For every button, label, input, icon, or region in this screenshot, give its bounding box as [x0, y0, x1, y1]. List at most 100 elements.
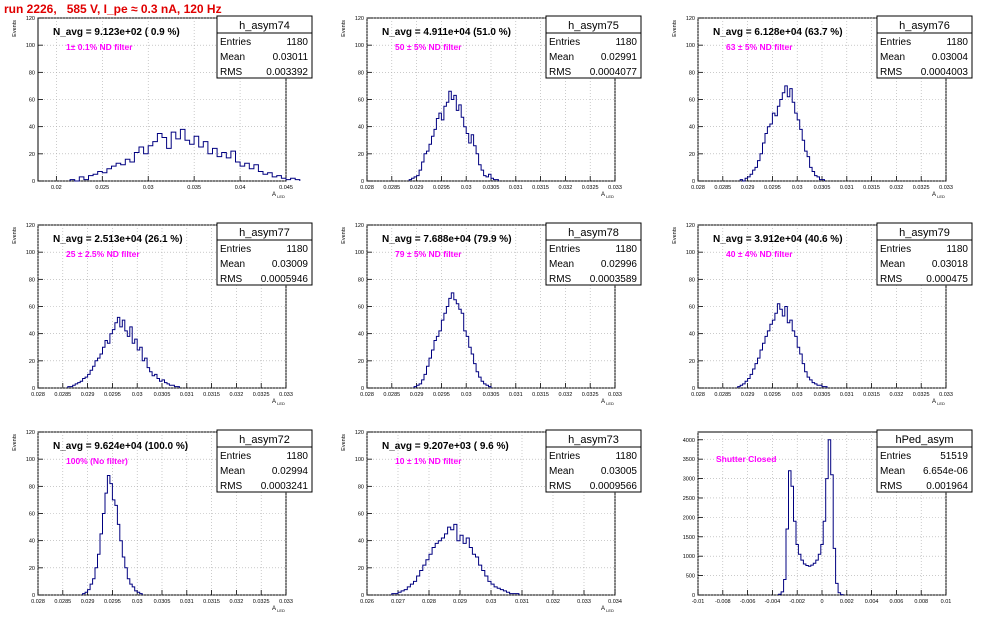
histogram-name: h_asym78: [568, 227, 619, 239]
y-tick-label: 0: [361, 386, 364, 392]
histogram-panel-h-asym78: 0.028 0.0285 0.029 0.0295 0.03 0.0305 0.031 0.0…: [341, 222, 642, 406]
x-tick-label: 0.03: [143, 185, 154, 191]
x-tick-label: 0.02: [51, 185, 62, 191]
x-tick-label: 0.0285: [714, 185, 731, 191]
navg-label: N_avg = 6.128e+04 (63.7 %): [713, 27, 843, 38]
x-tick-label: -0.006: [740, 599, 756, 605]
stats-value: 0.03004: [932, 52, 969, 63]
stats-value: 0.03005: [601, 466, 638, 477]
y-tick-label: 0: [692, 179, 695, 185]
stats-key: Entries: [220, 244, 251, 255]
x-tick-label: 0.0305: [154, 599, 171, 605]
y-tick-label: 40: [29, 539, 35, 545]
stats-value: 1180: [615, 37, 637, 48]
y-axis-title: Events: [341, 227, 347, 244]
x-tick-label: 0.029: [741, 392, 755, 398]
y-tick-label: 20: [689, 359, 695, 365]
x-tick-label: 0.0325: [253, 599, 270, 605]
x-tick-label: 0.029: [410, 392, 424, 398]
y-tick-label: 40: [358, 539, 364, 545]
stats-key: RMS: [549, 481, 572, 492]
x-tick-label: 0.0315: [203, 599, 220, 605]
stats-value: 0.03011: [273, 52, 309, 63]
y-tick-label: 20: [689, 152, 695, 158]
y-tick-label: 40: [689, 332, 695, 338]
x-tick-label: 0.031: [840, 392, 854, 398]
x-tick-label: 0.0305: [814, 185, 831, 191]
y-tick-label: 100: [355, 43, 364, 49]
x-tick-label: 0.028: [31, 599, 45, 605]
x-tick-label: 0.033: [939, 185, 953, 191]
y-tick-label: 80: [29, 70, 35, 76]
x-tick-label: 0.032: [230, 392, 244, 398]
stats-key: RMS: [220, 274, 243, 285]
x-tick-label: 0.0285: [383, 392, 400, 398]
stats-value: 0.02996: [601, 259, 638, 270]
x-tick-label: -0.002: [789, 599, 805, 605]
histogram-name: h_asym76: [899, 20, 950, 32]
histogram-name: h_asym72: [239, 434, 290, 446]
y-tick-label: 1500: [683, 535, 695, 541]
x-tick-label: 0.0285: [54, 392, 71, 398]
y-tick-label: 20: [358, 566, 364, 572]
histogram-series: [739, 85, 825, 182]
x-tick-label: 0.028: [360, 185, 374, 191]
stats-value: 1180: [286, 37, 308, 48]
y-tick-label: 100: [686, 43, 695, 49]
navg-label: N_avg = 3.912e+04 (40.6 %): [713, 234, 843, 245]
x-axis-title: A LED: [601, 399, 614, 406]
stats-box: [216, 222, 313, 286]
histogram-series: [67, 316, 180, 388]
stats-value: 0.000475: [926, 274, 968, 285]
stats-value: 0.0003241: [261, 481, 309, 492]
x-tick-label: 0.0325: [253, 392, 270, 398]
y-tick-label: 80: [689, 70, 695, 76]
y-tick-label: 60: [29, 98, 35, 104]
histogram-panel-h-asym73: 0.026 0.027 0.028 0.029 0.03 0.031 0.032 0.033 0…: [341, 429, 642, 613]
x-tick-label: 0.0315: [863, 392, 880, 398]
x-tick-label: 0.034: [608, 599, 622, 605]
y-tick-label: 80: [689, 277, 695, 283]
x-tick-label: 0.028: [360, 392, 374, 398]
y-tick-label: 100: [26, 457, 35, 463]
stats-value: 1180: [946, 244, 968, 255]
stats-key: RMS: [880, 67, 903, 78]
stats-key: RMS: [880, 481, 903, 492]
x-tick-label: 0.0285: [383, 185, 400, 191]
y-tick-label: 120: [355, 223, 364, 229]
stats-key: Entries: [220, 37, 251, 48]
x-tick-label: 0.029: [81, 599, 95, 605]
stats-key: Mean: [220, 259, 245, 270]
x-tick-label: 0.002: [840, 599, 854, 605]
x-tick-label: 0.032: [890, 392, 904, 398]
filter-annotation: 10 ± 1% ND filter: [395, 456, 462, 466]
x-tick-label: 0.0325: [913, 185, 930, 191]
stats-key: Mean: [880, 466, 905, 477]
histogram-panel-h-asym74: 0.02 0.025 0.03 0.035 0.04 0.045 0 20 40 60 80 100 1…: [12, 15, 313, 199]
stats-key: Mean: [549, 259, 574, 270]
x-tick-label: 0.029: [410, 185, 424, 191]
x-tick-label: 0.03: [132, 392, 143, 398]
filter-annotation: 40 ± 4% ND filter: [726, 249, 793, 259]
histogram-series: [69, 128, 301, 182]
histogram-name: h_asym74: [239, 20, 290, 32]
stats-value: 51519: [940, 451, 968, 462]
navg-label: N_avg = 4.911e+04 (51.0 %): [382, 27, 511, 38]
stats-value: 1180: [946, 37, 968, 48]
stats-key: Entries: [549, 244, 580, 255]
x-tick-label: 0.029: [453, 599, 467, 605]
x-tick-label: 0.0295: [764, 185, 781, 191]
y-tick-label: 80: [29, 484, 35, 490]
filter-annotation: 100% (No filter): [66, 456, 128, 466]
x-tick-label: 0.027: [391, 599, 405, 605]
stats-value: 1180: [286, 451, 308, 462]
y-tick-label: 120: [26, 430, 35, 436]
histogram-panel-h-asym72: 0.028 0.0285 0.029 0.0295 0.03 0.0305 0.031 0.0…: [12, 429, 313, 613]
y-tick-label: 60: [689, 98, 695, 104]
x-axis-title: A LED: [272, 606, 285, 613]
x-tick-label: 0.0315: [532, 185, 549, 191]
stats-key: Mean: [549, 52, 574, 63]
y-tick-label: 100: [26, 250, 35, 256]
histogram-name: hPed_asym: [895, 434, 953, 446]
x-axis-title: A LED: [601, 606, 614, 613]
